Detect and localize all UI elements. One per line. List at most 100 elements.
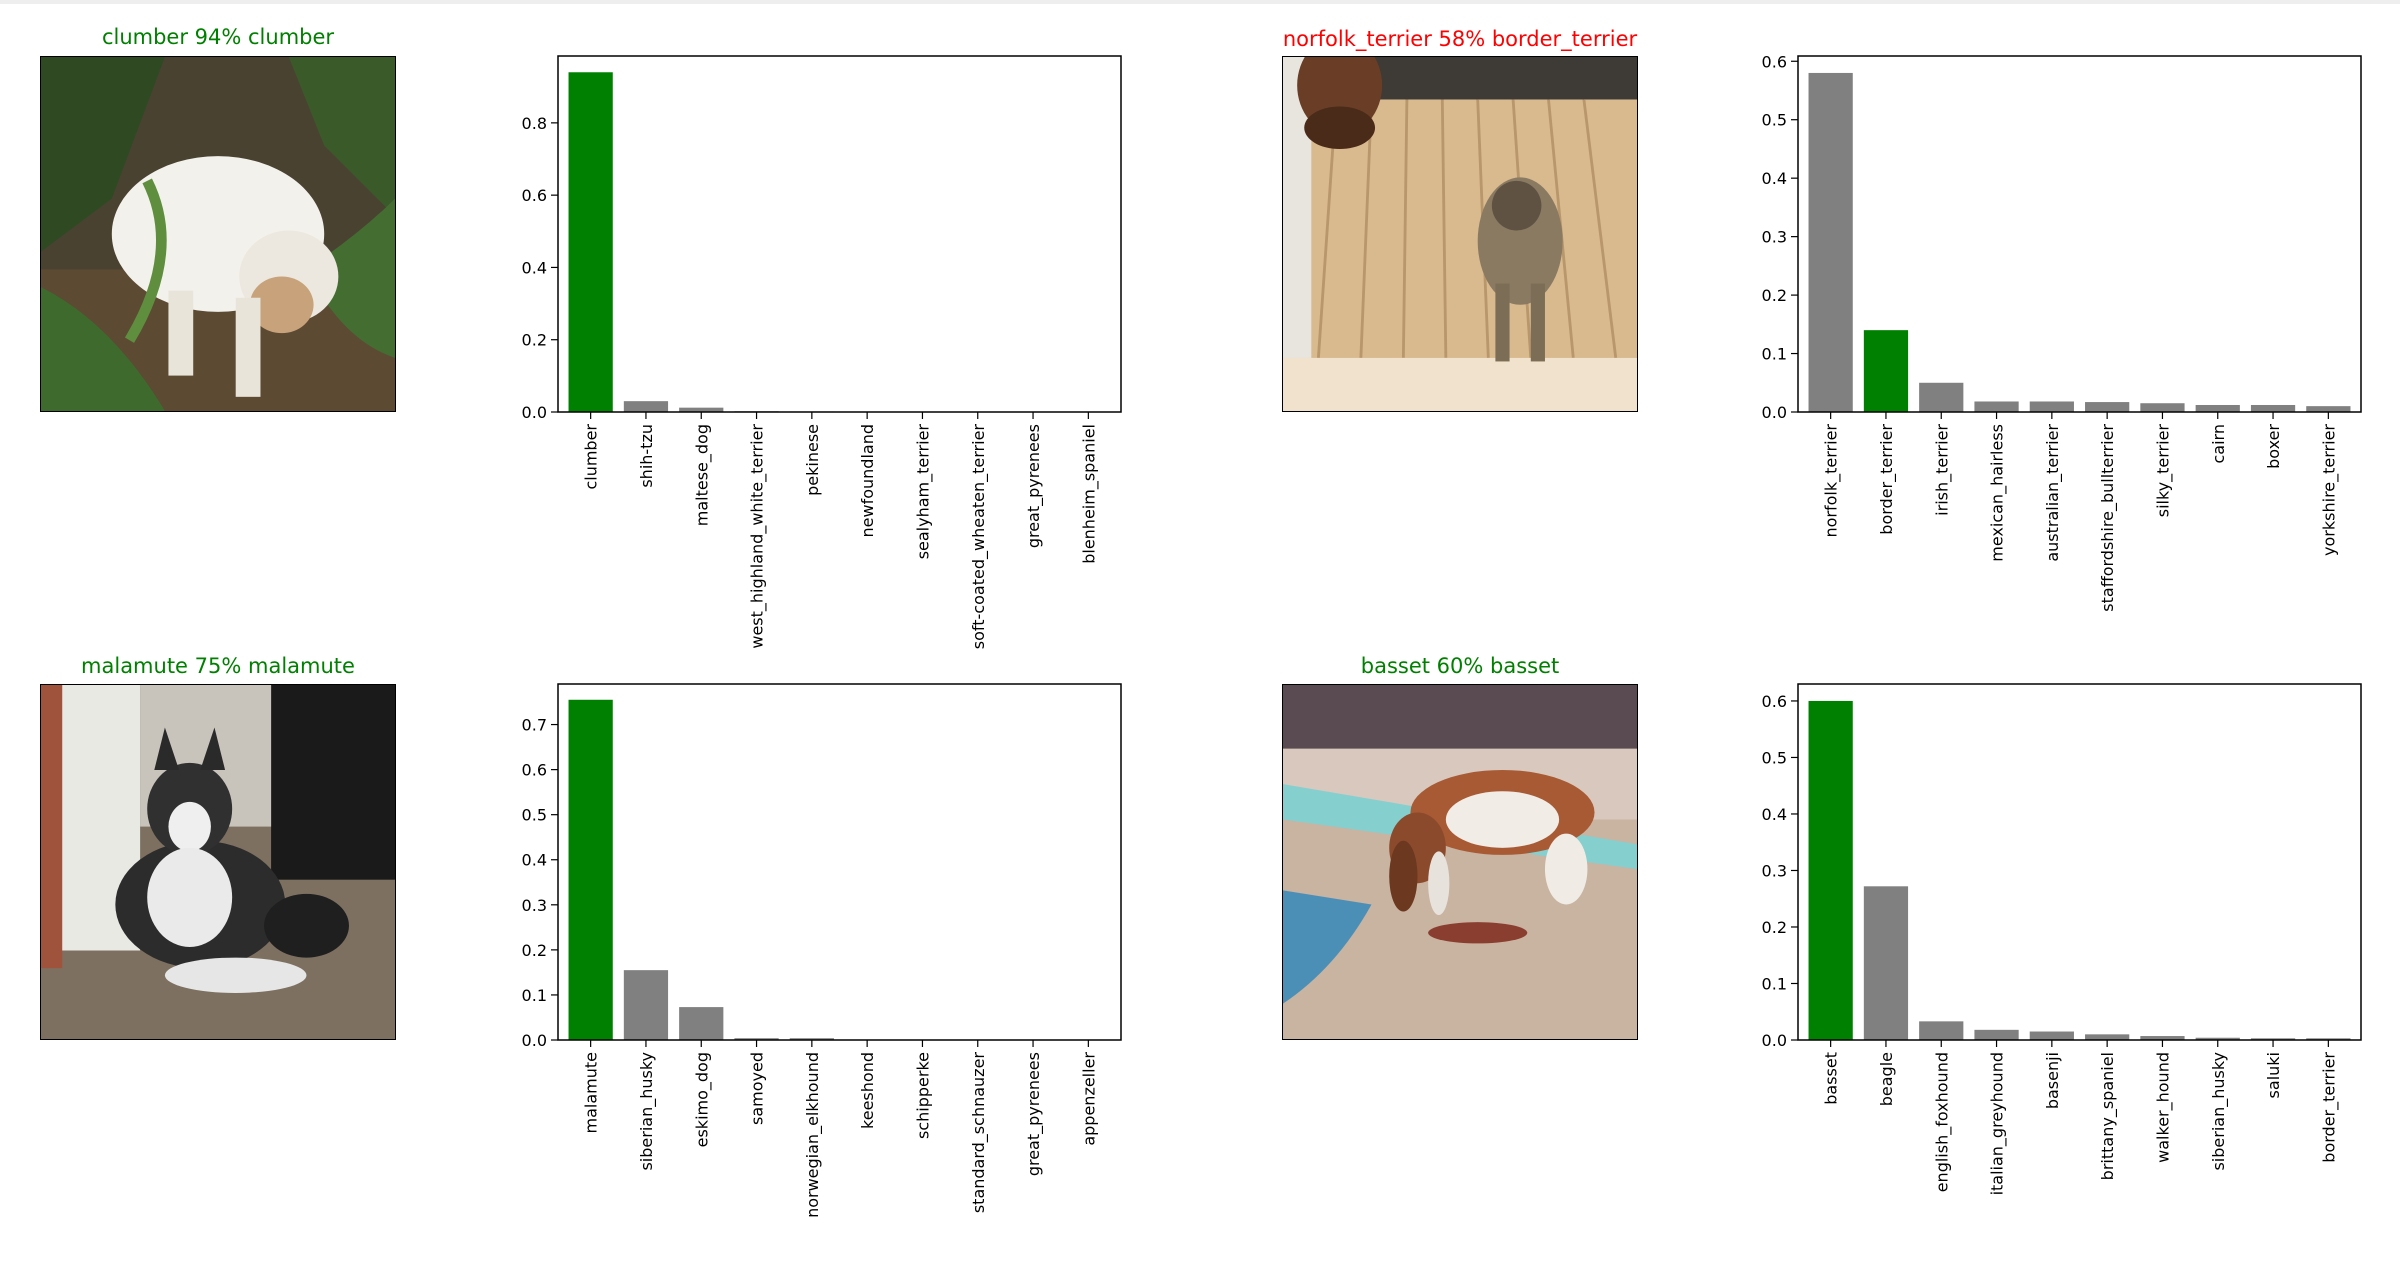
x-tick-label: shih-tzu: [637, 424, 656, 488]
bar: [679, 407, 724, 412]
x-tick-label: walker_hound: [2153, 1052, 2173, 1163]
photo-title: basset 60% basset: [1360, 654, 1560, 678]
y-tick-label: 0.6: [522, 186, 547, 205]
x-tick-label: appenzeller: [1079, 1052, 1098, 1146]
window-top-edge: [0, 0, 2400, 4]
x-tick-label: siberian_husky: [637, 1052, 657, 1171]
y-tick-label: 0.0: [1762, 1031, 1787, 1050]
bar: [789, 1038, 834, 1040]
y-tick-label: 0.0: [522, 403, 547, 422]
y-tick-label: 0.6: [1762, 692, 1787, 711]
bar: [2306, 1038, 2351, 1040]
bar: [1808, 700, 1853, 1040]
x-tick-label: keeshond: [858, 1052, 877, 1129]
bar-chart: 0.0 0.1 0.2 0.3 0.4 0.5 0.6 0.7 malamute siberian…: [522, 683, 1122, 1218]
clumber-photo: [40, 56, 396, 412]
bar: [1919, 1021, 1964, 1040]
x-tick-label: italian_greyhound: [1988, 1052, 2008, 1195]
x-tick-label: silky_terrier: [2153, 424, 2173, 518]
x-tick-label: norwegian_elkhound: [803, 1052, 823, 1218]
x-tick-label: irish_terrier: [1932, 424, 1952, 516]
x-tick-label: sealyham_terrier: [913, 424, 933, 560]
y-tick-label: 0.2: [1762, 286, 1787, 305]
bar-chart: 0.0 0.1 0.2 0.3 0.4 0.5 0.6 norfolk_terrier bord…: [1762, 52, 2362, 612]
y-tick-label: 0.0: [1762, 403, 1787, 422]
bar: [1919, 382, 1964, 412]
axes-frame: [1797, 683, 2362, 1041]
malamute-photo: [40, 684, 396, 1040]
axes-frame: [557, 683, 1122, 1041]
y-tick-label: 0.0: [522, 1031, 547, 1050]
bar: [568, 699, 613, 1040]
bar: [734, 1038, 779, 1040]
y-tick-label: 0.6: [1762, 52, 1787, 71]
x-tick-label: basenji: [2043, 1052, 2062, 1109]
bar: [2085, 402, 2130, 412]
y-tick-label: 0.2: [522, 941, 547, 960]
y-tick-label: 0.5: [1762, 111, 1787, 130]
y-tick-label: 0.2: [522, 331, 547, 350]
x-tick-label: blenheim_spaniel: [1079, 424, 1099, 564]
y-tick-label: 0.4: [522, 258, 547, 277]
bar: [1974, 401, 2019, 412]
photo-title: norfolk_terrier 58% border_terrier: [1282, 27, 1638, 51]
bar: [623, 401, 669, 412]
y-tick-label: 0.2: [1762, 918, 1787, 937]
axes-frame: [557, 55, 1122, 413]
x-tick-label: brittany_spaniel: [2098, 1052, 2118, 1180]
bar: [1808, 72, 1853, 412]
x-tick-label: australian_terrier: [2043, 424, 2063, 562]
y-tick-label: 0.4: [1762, 169, 1787, 188]
y-tick-label: 0.5: [1762, 748, 1787, 767]
y-tick-label: 0.4: [1762, 805, 1787, 824]
x-tick-label: siberian_husky: [2209, 1052, 2229, 1171]
x-tick-label: norfolk_terrier: [1822, 424, 1842, 538]
border-terrier-photo: [1282, 56, 1638, 412]
bar: [679, 1007, 724, 1040]
bar: [568, 72, 613, 412]
photo-title: malamute 75% malamute: [81, 654, 355, 678]
x-tick-label: clumber: [582, 424, 601, 490]
x-tick-label: boxer: [2264, 424, 2283, 469]
axes-frame: [1797, 55, 2362, 413]
bar: [2195, 404, 2240, 412]
x-tick-label: newfoundland: [858, 424, 877, 537]
x-tick-label: border_terrier: [1877, 424, 1897, 535]
basset-photo: [1282, 684, 1638, 1040]
x-tick-label: pekinese: [803, 424, 822, 496]
bar: [1863, 886, 1909, 1040]
y-tick-label: 0.4: [522, 851, 547, 870]
y-tick-label: 0.3: [1762, 228, 1787, 247]
x-tick-label: maltese_dog: [692, 424, 712, 526]
y-tick-label: 0.6: [522, 761, 547, 780]
x-tick-label: basset: [1822, 1052, 1841, 1105]
x-tick-label: cairn: [2209, 424, 2228, 463]
bar: [623, 970, 669, 1040]
x-tick-label: malamute: [582, 1052, 601, 1133]
y-tick-label: 0.3: [1762, 861, 1787, 880]
x-tick-label: soft-coated_wheaten_terrier: [969, 424, 989, 650]
y-tick-label: 0.8: [522, 114, 547, 133]
bar: [2085, 1034, 2130, 1040]
y-tick-label: 0.1: [522, 986, 547, 1005]
y-tick-label: 0.1: [1762, 974, 1787, 993]
x-tick-label: english_foxhound: [1932, 1052, 1952, 1192]
x-tick-label: great_pyrenees: [1024, 1052, 1044, 1176]
y-tick-label: 0.5: [522, 806, 547, 825]
x-tick-label: mexican_hairless: [1988, 424, 2008, 562]
x-tick-label: staffordshire_bullterrier: [2098, 424, 2118, 612]
bar: [2306, 406, 2351, 412]
x-tick-label: west_highland_white_terrier: [748, 424, 768, 649]
x-tick-label: yorkshire_terrier: [2319, 424, 2339, 556]
bar: [2250, 1038, 2296, 1040]
bar-chart: 0.0 0.2 0.4 0.6 0.8 clumber shih-tzu maltese_do…: [522, 55, 1122, 650]
bar: [2029, 1031, 2074, 1040]
y-tick-label: 0.1: [1762, 345, 1787, 364]
y-tick-label: 0.7: [522, 716, 547, 735]
bar: [1974, 1029, 2019, 1040]
bar: [2029, 401, 2074, 412]
bar: [1863, 330, 1909, 412]
x-tick-label: beagle: [1877, 1052, 1896, 1106]
bar: [2140, 403, 2185, 412]
